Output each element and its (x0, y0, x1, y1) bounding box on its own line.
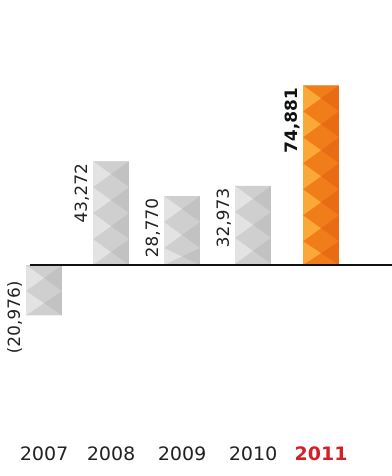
bar-facet (235, 237, 253, 264)
x-tick-label-2009: 2009 (158, 443, 206, 465)
value-label-2007: (20,976) (5, 281, 25, 354)
value-label-2008: 43,272 (72, 163, 92, 222)
bar-2009 (164, 195, 200, 265)
value-label-2011: 74,881 (282, 87, 302, 153)
bar-facet (26, 265, 44, 291)
bar-facet (253, 237, 271, 264)
bar-facet (235, 211, 253, 238)
x-tick-label-2007: 2007 (20, 443, 68, 465)
bar-facet (93, 187, 111, 214)
bar-facet (303, 111, 321, 138)
bar-facet (93, 161, 111, 188)
bar-facet (164, 195, 182, 222)
bar-facet (303, 189, 321, 216)
bar-facet (182, 195, 200, 222)
bar-facet (321, 85, 339, 112)
bar-facet (321, 137, 339, 164)
bar-facet (182, 247, 200, 265)
value-labels-layer: (20,976) 43,272 28,770 32,973 74,881 (5, 87, 302, 353)
bar-facet (182, 221, 200, 248)
bar-facet (321, 163, 339, 190)
bar-facet (321, 215, 339, 242)
bar-facet (164, 247, 182, 265)
bar-facet (253, 185, 271, 212)
bar-2010 (235, 185, 271, 265)
bar-2008 (93, 161, 129, 265)
bar-facet (303, 85, 321, 112)
bar-facet (253, 211, 271, 238)
bars-layer (26, 85, 339, 316)
bar-facet (111, 187, 129, 214)
x-tick-label-2011: 2011 (295, 443, 348, 465)
bar-2011 (303, 85, 339, 265)
bar-facet (111, 161, 129, 188)
value-label-2010: 32,973 (214, 188, 234, 247)
bar-facet (26, 291, 44, 316)
bar-facet (44, 265, 62, 291)
bar-facet (303, 163, 321, 190)
bar-facet (303, 137, 321, 164)
bar-facet (321, 111, 339, 138)
bar-facet (111, 213, 129, 240)
bar-facet (44, 291, 62, 316)
bar-facet (93, 239, 111, 265)
x-tick-label-2008: 2008 (87, 443, 135, 465)
bar-facet (321, 189, 339, 216)
x-tick-labels-layer: 2007 2008 2009 2010 2011 (20, 443, 348, 465)
bar-facet (235, 185, 253, 212)
bar-facet (164, 221, 182, 248)
x-tick-label-2010: 2010 (229, 443, 277, 465)
bar-2007 (26, 265, 62, 316)
value-label-2009: 28,770 (143, 198, 163, 257)
bar-facet (303, 215, 321, 242)
bar-facet (321, 241, 339, 265)
bar-facet (303, 241, 321, 265)
bar-facet (111, 239, 129, 265)
bar-facet (93, 213, 111, 240)
